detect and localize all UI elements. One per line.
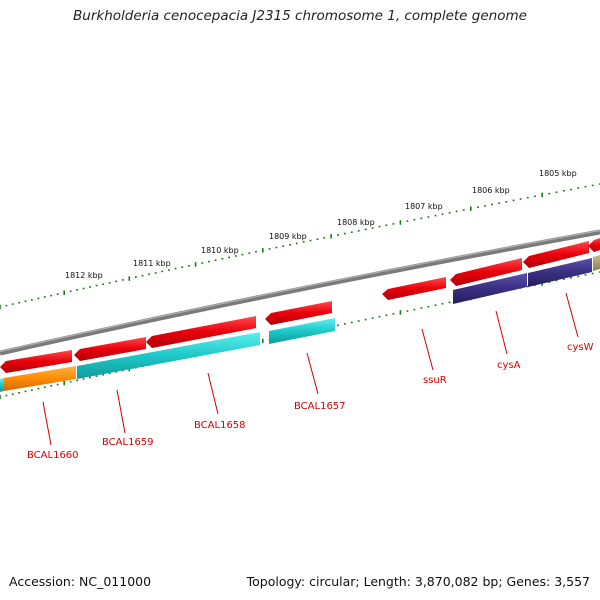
genome-backbone: [0, 229, 600, 356]
label-leader: [565, 292, 579, 338]
genome-summary-text: Topology: circular; Length: 3,870,082 bp…: [246, 574, 590, 589]
kbp-label: 1806 kbp: [472, 186, 510, 195]
kbp-label: 1807 kbp: [405, 202, 443, 211]
map-title: Burkholderia cenocepacia J2315 chromosom…: [73, 8, 527, 24]
gene-arrow: [523, 241, 589, 268]
gene-label: cysA: [497, 360, 521, 371]
kbp-label: 1812 kbp: [65, 271, 103, 280]
cds-block: [0, 378, 4, 392]
gene-arrow: [74, 337, 146, 361]
gene-label: BCAL1658: [194, 420, 246, 431]
gene-arrow: [146, 316, 256, 348]
cds-block: [4, 366, 76, 391]
outer-scale-ticks: [0, 183, 600, 310]
kbp-label: 1809 kbp: [269, 232, 307, 241]
label-leader: [421, 328, 434, 371]
kbp-label: 1808 kbp: [337, 218, 375, 227]
gene-arrow: [265, 301, 332, 325]
cds-block: [593, 255, 600, 271]
kbp-label: 1810 kbp: [201, 246, 239, 255]
gene-label: ssuR: [423, 375, 447, 386]
cds-block: [528, 258, 592, 287]
gene-arrow: [0, 350, 72, 373]
cds-block: [77, 332, 260, 379]
gene-arrow: [382, 277, 446, 300]
gene-label: cysW: [567, 342, 594, 353]
label-leader: [42, 401, 52, 446]
gene-label: BCAL1657: [294, 401, 346, 412]
gene-arrow: [450, 258, 522, 286]
kbp-label: 1811 kbp: [133, 259, 171, 268]
accession-text: Accession: NC_011000: [9, 574, 152, 589]
gene-arrow: [588, 238, 600, 252]
cds-block: [453, 273, 527, 304]
genome-backbone-highlight: [0, 229, 600, 353]
gene-label: BCAL1660: [27, 450, 79, 461]
label-leader: [207, 372, 219, 415]
cds-block: [269, 318, 335, 344]
gene-label: BCAL1659: [102, 437, 154, 448]
label-leader: [306, 352, 319, 395]
label-leader: [116, 389, 126, 434]
kbp-label: 1805 kbp: [539, 169, 577, 178]
label-leader: [495, 310, 508, 355]
